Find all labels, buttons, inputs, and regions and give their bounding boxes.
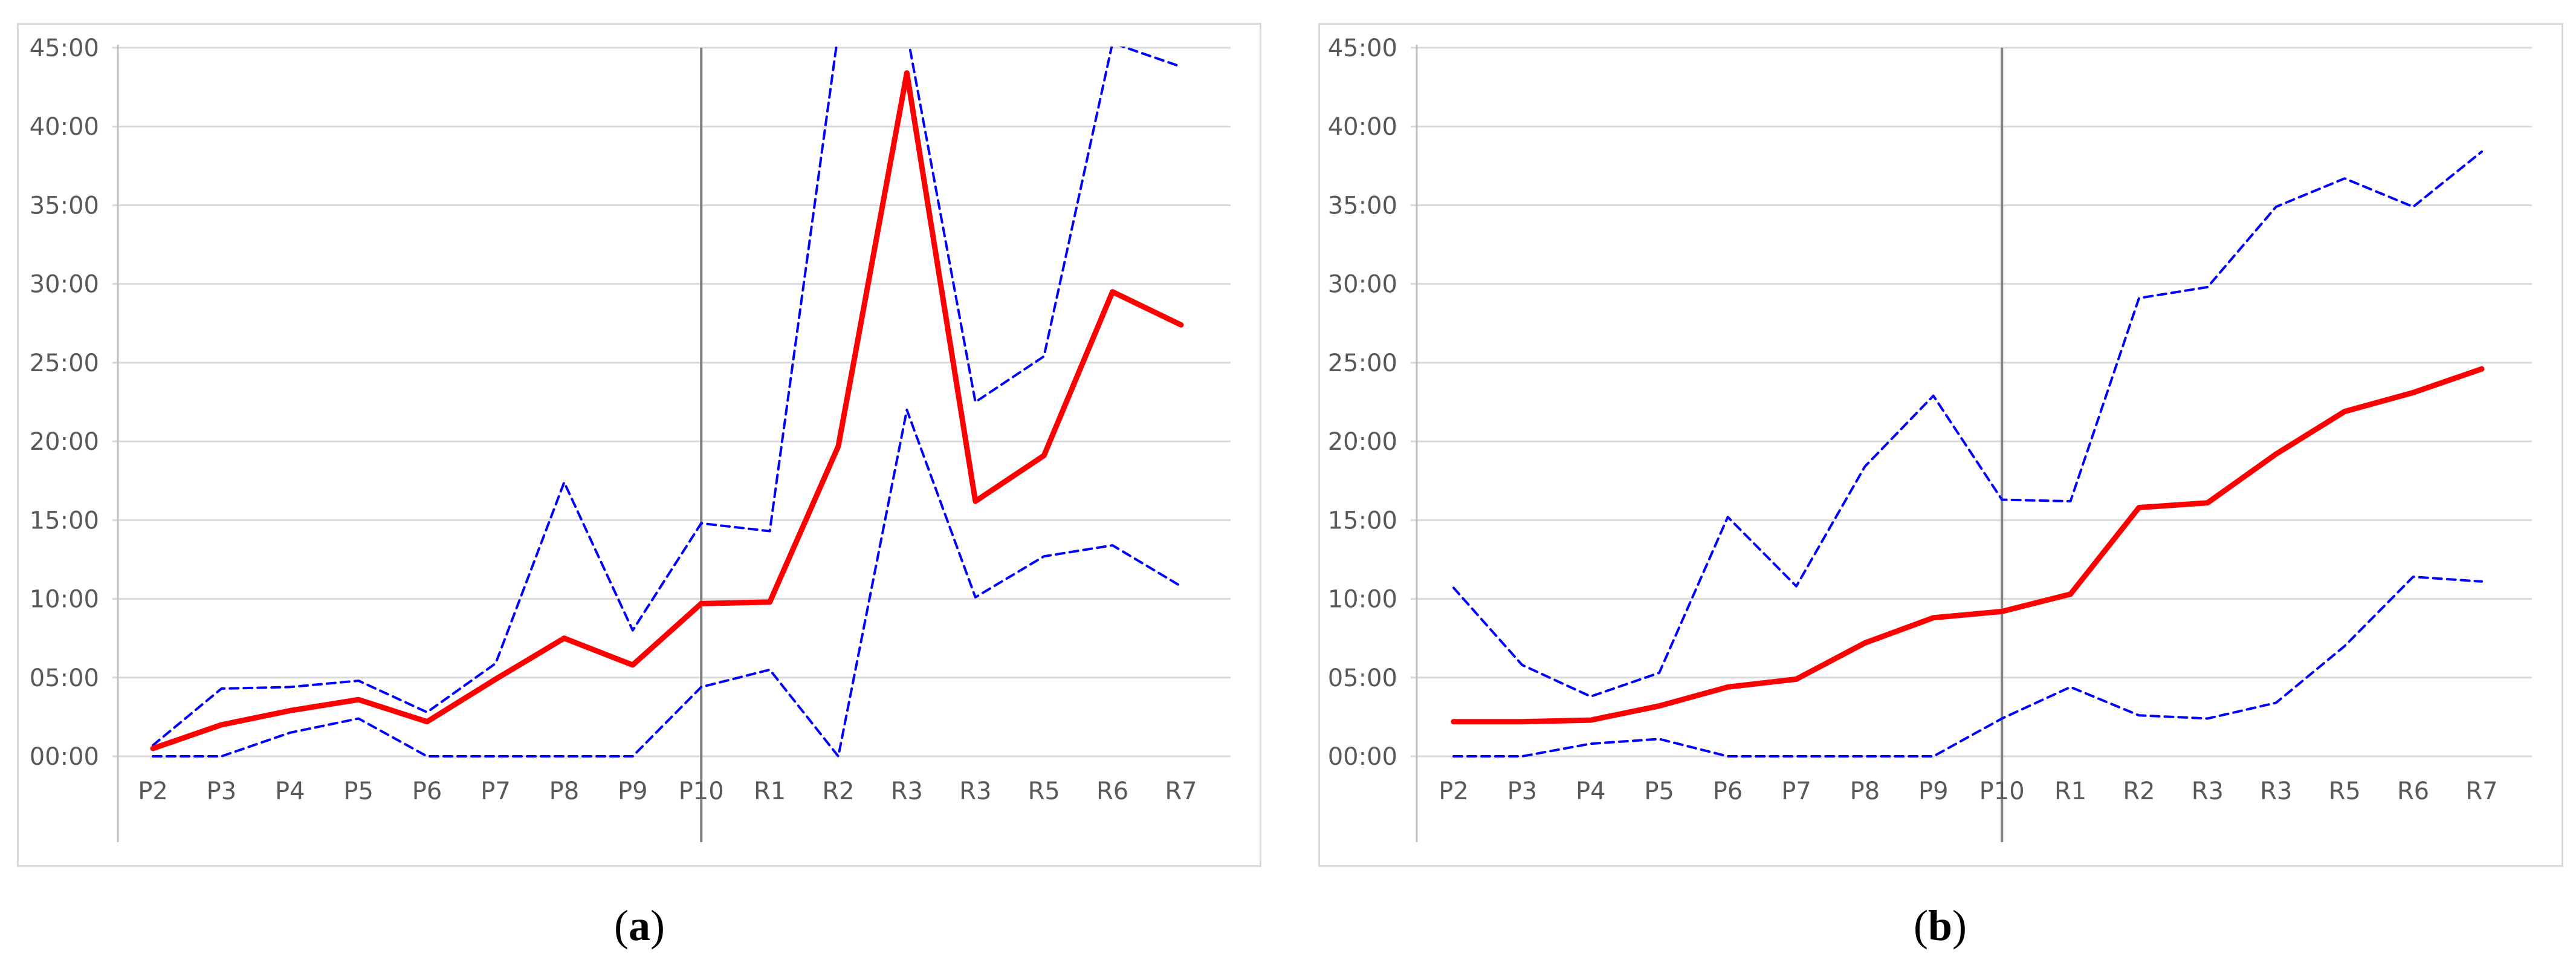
x-tick-label: R6 (1096, 777, 1128, 805)
caption-b-letter: b (1927, 901, 1953, 950)
y-tick-label: 20:00 (30, 428, 99, 456)
y-tick-label: 15:00 (30, 507, 99, 534)
y-tick-label: 30:00 (30, 271, 99, 299)
x-tick-label: P4 (275, 777, 305, 805)
caption-a-letter: a (629, 901, 650, 950)
x-tick-label: P8 (1850, 777, 1880, 805)
x-tick-label: P3 (1507, 777, 1538, 805)
series-line-bound (152, 47, 1182, 747)
chart-a: 00:00 05:00 10:00 15:00 20:00 25:00 30:00 35:00… (30, 34, 1231, 842)
series-line-median (150, 70, 1184, 751)
x-tick-label: R7 (1165, 777, 1197, 805)
y-tick-label: 05:00 (1328, 664, 1397, 692)
x-tick-label: R2 (2123, 777, 2155, 805)
y-tick-label: 05:00 (30, 664, 99, 692)
y-tick-label: 00:00 (30, 743, 99, 771)
x-tick-label: P7 (1781, 777, 1811, 805)
y-tick-label: 40:00 (30, 113, 99, 141)
y-tick-label: 10:00 (1328, 586, 1397, 614)
x-tick-label: P10 (1979, 777, 2025, 805)
x-tick-label: R3 (891, 777, 923, 805)
y-tick-label: 10:00 (30, 586, 99, 614)
y-tick-label: 25:00 (30, 349, 99, 377)
x-tick-label: P6 (412, 777, 442, 805)
x-tick-label: R5 (1028, 777, 1060, 805)
series-line-bound (1452, 150, 2483, 698)
chart-b: 00:00 05:00 10:00 15:00 20:00 25:00 30:00 35:00… (1328, 34, 2532, 842)
series-line-median (1451, 366, 2485, 725)
y-tick-label: 40:00 (1328, 113, 1397, 141)
series-line-bound (1452, 576, 2483, 758)
series-line-bound (152, 409, 1182, 758)
x-tick-label: R1 (2054, 777, 2086, 805)
x-tick-label: R3 (2192, 777, 2224, 805)
x-tick-label: P9 (1918, 777, 1949, 805)
x-tick-label: R7 (2465, 777, 2497, 805)
caption-a: (a) (579, 901, 700, 951)
x-tick-label: P4 (1576, 777, 1606, 805)
y-tick-label: 45:00 (30, 34, 99, 62)
y-tick-label: 15:00 (1328, 507, 1397, 534)
y-tick-label: 35:00 (30, 192, 99, 219)
caption-b-close: ) (1952, 901, 1967, 950)
x-tick-label: P3 (207, 777, 237, 805)
x-tick-label: P6 (1713, 777, 1743, 805)
y-tick-label: 20:00 (1328, 428, 1397, 456)
caption-a-open: ( (614, 901, 629, 950)
x-tick-label: R5 (2329, 777, 2361, 805)
caption-b-open: ( (1913, 901, 1928, 950)
y-tick-label: 35:00 (1328, 192, 1397, 219)
caption-b: (b) (1880, 901, 2001, 951)
x-tick-label: P8 (549, 777, 580, 805)
chart-panel-b: 00:00 05:00 10:00 15:00 20:00 25:00 30:00 35:00… (1318, 23, 2563, 867)
x-tick-label: P7 (481, 777, 511, 805)
x-tick-label: R3 (2260, 777, 2292, 805)
x-tick-label: R1 (754, 777, 786, 805)
y-tick-label: 45:00 (1328, 34, 1397, 62)
x-tick-label: R6 (2397, 777, 2429, 805)
caption-a-close: ) (650, 901, 665, 950)
x-tick-label: P2 (138, 777, 168, 805)
y-tick-label: 30:00 (1328, 271, 1397, 299)
x-tick-label: R2 (822, 777, 854, 805)
x-tick-label: P10 (679, 777, 724, 805)
y-tick-label: 00:00 (1328, 743, 1397, 771)
x-tick-label: P2 (1438, 777, 1469, 805)
x-tick-label: P9 (618, 777, 648, 805)
y-tick-label: 25:00 (1328, 349, 1397, 377)
x-tick-label: R3 (959, 777, 991, 805)
x-tick-label: P5 (1644, 777, 1674, 805)
chart-panel-a: 00:00 05:00 10:00 15:00 20:00 25:00 30:00 35:00… (17, 23, 1261, 867)
x-tick-label: P5 (343, 777, 374, 805)
